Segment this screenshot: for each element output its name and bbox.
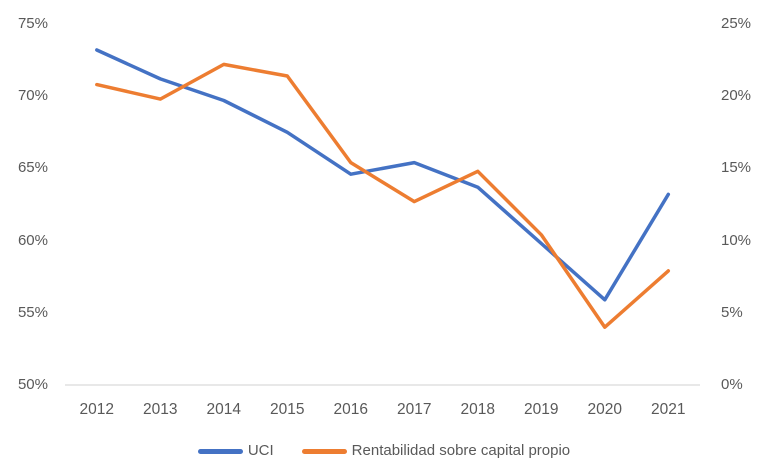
x-axis-tick: 2021 xyxy=(651,401,686,418)
series-line-0 xyxy=(95,48,671,302)
left-axis-tick: 55% xyxy=(17,303,48,321)
right-axis-tick: 0% xyxy=(721,376,743,393)
left-axis-tick: 75% xyxy=(17,15,48,32)
legend-label: UCI xyxy=(247,442,274,459)
x-axis-tick: 2020 xyxy=(587,401,622,418)
x-axis-tick: 2016 xyxy=(333,401,368,418)
right-axis-tick: 15% xyxy=(721,159,752,177)
left-axis-tick: 65% xyxy=(17,159,48,177)
right-axis-tick: 25% xyxy=(721,15,752,32)
x-axis-tick: 2014 xyxy=(206,401,241,418)
x-axis-tick: 2019 xyxy=(524,401,559,418)
legend-item-0: UCI xyxy=(197,442,274,460)
x-axis-tick: 2013 xyxy=(143,401,178,418)
left-axis-tick: 60% xyxy=(17,231,48,249)
series-line-1 xyxy=(95,62,671,329)
x-axis-tick: 2012 xyxy=(79,401,114,418)
legend-label: Rentabilidad sobre capital propio xyxy=(351,442,571,459)
x-axis-tick: 2015 xyxy=(270,401,305,418)
right-axis-tick: 20% xyxy=(721,87,752,105)
right-axis-tick: 5% xyxy=(721,303,743,321)
left-axis-tick: 70% xyxy=(17,87,48,105)
legend-line-swatch xyxy=(197,448,243,454)
legend: UCI Rentabilidad sobre capital propio xyxy=(0,441,768,461)
x-axis-tick: 2018 xyxy=(460,401,495,418)
right-axis-tick: 10% xyxy=(721,231,752,249)
x-axis-tick: 2017 xyxy=(397,401,432,418)
legend-item-1: Rentabilidad sobre capital propio xyxy=(301,442,571,460)
legend-line-swatch xyxy=(301,448,347,454)
left-axis-tick: 50% xyxy=(17,376,48,393)
